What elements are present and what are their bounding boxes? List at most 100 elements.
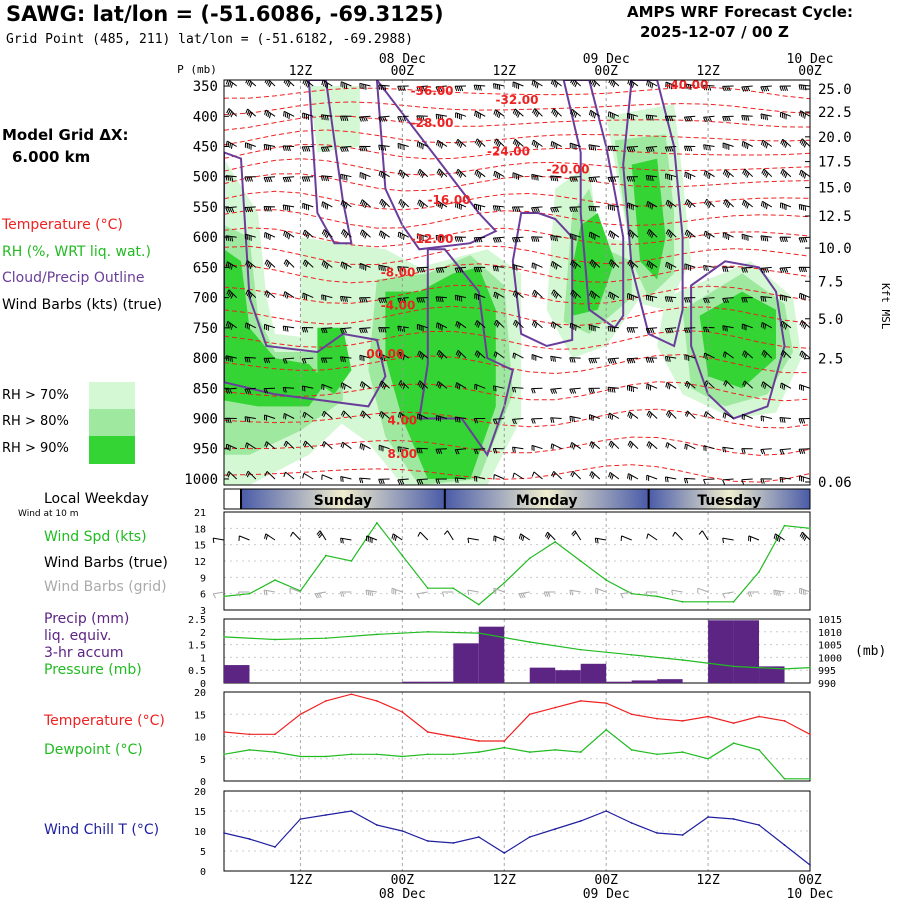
pressure-line-point — [223, 636, 225, 638]
wind-barb — [779, 382, 792, 390]
wind-barb — [684, 443, 696, 450]
wind-barb — [704, 198, 715, 209]
wind-barb — [493, 351, 505, 359]
wind-barb — [417, 380, 429, 390]
wind-barb — [742, 380, 754, 389]
wind-barb — [359, 381, 371, 389]
bottom-tick-label: 00Z — [798, 873, 822, 888]
wind-barb — [531, 289, 543, 298]
wind-barb — [664, 146, 677, 152]
wind-barb — [359, 262, 371, 271]
temperature-line-point — [707, 715, 709, 718]
wind-barb — [551, 289, 562, 299]
temperature-tick-label: 10 — [194, 733, 206, 744]
temperature-contour — [224, 408, 810, 429]
wind-barb — [302, 292, 314, 300]
grid-wind-barb — [747, 591, 759, 597]
wind-barb — [283, 440, 295, 450]
wind-barb — [532, 108, 543, 118]
bottom-tick-label: 00Z — [594, 873, 618, 888]
wind-barb — [282, 357, 295, 364]
wind-speed-line-point — [375, 521, 378, 524]
wind-barb — [550, 175, 562, 182]
wind-barb — [282, 204, 295, 212]
wind-barb — [435, 266, 447, 274]
wind-barb — [798, 84, 810, 91]
wind-barb — [492, 265, 505, 272]
wind-barb — [397, 115, 409, 122]
precip-frame — [223, 618, 811, 684]
wind-barb — [607, 176, 619, 183]
wind-barb — [799, 169, 810, 179]
wind-barb — [244, 233, 256, 241]
wind-barb — [550, 321, 562, 329]
grid-wind-barb — [339, 591, 352, 597]
wind-barb — [302, 440, 314, 450]
wind-barb — [225, 261, 237, 270]
cloud-outline — [622, 80, 684, 348]
wind-barb — [283, 110, 295, 120]
wind-barb — [493, 319, 505, 329]
wind-barb — [779, 111, 792, 120]
temperature-line-point — [325, 700, 327, 702]
bottom-date-label: 09 Dec — [583, 887, 630, 900]
temperature-line-point — [452, 735, 455, 738]
wind-barb — [626, 327, 638, 333]
wind-chill-line-point — [630, 822, 633, 824]
wind-barb — [665, 381, 677, 390]
wind-barb — [760, 415, 772, 422]
grid-wind-barb — [212, 591, 225, 599]
wind-barb — [550, 234, 562, 242]
surface-wind-barb — [799, 531, 811, 542]
wind-barb — [608, 230, 620, 240]
temperature-line-point — [554, 706, 557, 709]
wind-barb — [588, 414, 600, 422]
dewpoint-line-point — [656, 753, 659, 756]
wind-barb — [760, 235, 772, 242]
wind-barb — [588, 387, 600, 394]
surface-wind-barb — [571, 530, 582, 541]
wind-barb — [264, 471, 276, 480]
wind-barb — [474, 138, 486, 148]
wind-barb — [626, 357, 639, 364]
wind-barb — [416, 85, 428, 92]
wind-barb — [302, 411, 314, 419]
temperature-contour — [224, 173, 810, 192]
wind-barb — [416, 266, 428, 273]
wind-barb — [302, 229, 314, 239]
grid-wind-barb — [391, 587, 403, 595]
wind-barb — [551, 470, 562, 480]
wind-chill-line-point — [809, 864, 811, 866]
grid-wind-barb — [569, 589, 581, 596]
pressure-line-point — [681, 659, 684, 661]
temperature-line-point — [223, 731, 225, 733]
pressure-line-point — [375, 633, 378, 636]
pressure-tick-label: 500 — [193, 170, 218, 186]
wind-barb — [722, 142, 734, 150]
wind-barb — [283, 471, 295, 480]
temperature-contour-label: -16.00 — [428, 193, 471, 207]
pressure-axis-label: P (mb) — [177, 63, 217, 76]
pressure-line-point — [426, 630, 429, 633]
grid-wind-barb — [518, 591, 530, 599]
wind-barb — [780, 320, 792, 330]
grid-wind-barb — [441, 591, 454, 597]
surface-wind-barb — [316, 530, 327, 541]
wind-barb — [531, 418, 543, 424]
pressure-line-point — [477, 632, 480, 634]
precip-bar — [733, 620, 760, 683]
wind-speed-line-point — [401, 554, 404, 557]
wind-barb — [435, 448, 447, 455]
pressure-line-point — [579, 648, 582, 651]
pressure-tick-label: 950 — [193, 442, 218, 458]
wind-barb — [684, 229, 696, 239]
wind-barb — [339, 327, 352, 334]
wind-barb — [340, 173, 352, 181]
dewpoint-line-point — [274, 751, 276, 753]
wind-barb — [760, 266, 772, 274]
wind-barb — [379, 198, 390, 209]
wind-chill-line — [223, 810, 811, 866]
wind-barb — [569, 322, 581, 331]
wind-barb — [551, 108, 562, 118]
wind-barb — [608, 80, 620, 88]
